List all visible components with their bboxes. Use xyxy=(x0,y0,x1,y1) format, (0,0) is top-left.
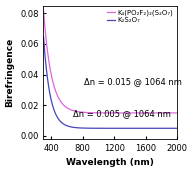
K₂S₂O₇ xyxy=(147,127,150,129)
K₄(PO₂F₂)₂(S₂O₇) xyxy=(42,9,45,11)
Legend: K₄(PO₂F₂)₂(S₂O₇), K₂S₂O₇: K₄(PO₂F₂)₂(S₂O₇), K₂S₂O₇ xyxy=(106,9,174,24)
Text: Δn = 0.015 @ 1064 nm: Δn = 0.015 @ 1064 nm xyxy=(84,77,182,86)
K₄(PO₂F₂)₂(S₂O₇) xyxy=(172,112,174,114)
K₂S₂O₇ xyxy=(107,127,110,129)
K₄(PO₂F₂)₂(S₂O₇) xyxy=(107,112,110,114)
K₂S₂O₇ xyxy=(176,127,178,129)
Text: Δn = 0.005 @ 1064 nm: Δn = 0.005 @ 1064 nm xyxy=(73,109,171,118)
K₂S₂O₇ xyxy=(49,95,52,97)
K₂S₂O₇ xyxy=(172,127,174,129)
Y-axis label: Birefringence: Birefringence xyxy=(6,38,14,107)
K₄(PO₂F₂)₂(S₂O₇) xyxy=(147,112,150,114)
K₄(PO₂F₂)₂(S₂O₇) xyxy=(104,112,106,114)
X-axis label: Wavelength (nm): Wavelength (nm) xyxy=(66,158,154,167)
Line: K₂S₂O₇: K₂S₂O₇ xyxy=(43,36,177,128)
K₄(PO₂F₂)₂(S₂O₇) xyxy=(172,112,174,114)
K₄(PO₂F₂)₂(S₂O₇) xyxy=(176,112,178,114)
K₂S₂O₇ xyxy=(104,127,106,129)
K₄(PO₂F₂)₂(S₂O₇) xyxy=(49,69,52,71)
Line: K₄(PO₂F₂)₂(S₂O₇): K₄(PO₂F₂)₂(S₂O₇) xyxy=(43,10,177,113)
K₂S₂O₇ xyxy=(172,127,174,129)
K₂S₂O₇ xyxy=(42,35,45,37)
